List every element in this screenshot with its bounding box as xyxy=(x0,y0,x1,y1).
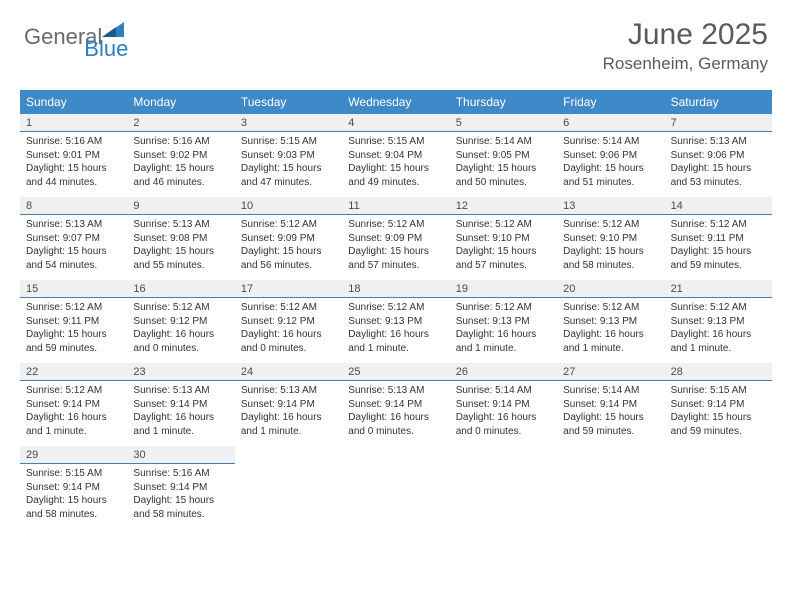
day-body: Sunrise: 5:12 AMSunset: 9:14 PMDaylight:… xyxy=(20,381,127,446)
day-body xyxy=(342,464,449,529)
day-body: Sunrise: 5:13 AMSunset: 9:06 PMDaylight:… xyxy=(665,132,772,197)
day-body: Sunrise: 5:12 AMSunset: 9:10 PMDaylight:… xyxy=(450,215,557,280)
calendar: SundayMondayTuesdayWednesdayThursdayFrid… xyxy=(20,90,772,529)
day-body: Sunrise: 5:12 AMSunset: 9:11 PMDaylight:… xyxy=(20,298,127,363)
day-body: Sunrise: 5:12 AMSunset: 9:12 PMDaylight:… xyxy=(235,298,342,363)
weekday-header: Saturday xyxy=(665,90,772,114)
day-number: 2 xyxy=(127,114,234,132)
day-number: 16 xyxy=(127,280,234,298)
day-number: 24 xyxy=(235,363,342,381)
day-body: Sunrise: 5:16 AMSunset: 9:01 PMDaylight:… xyxy=(20,132,127,197)
day-number: 28 xyxy=(665,363,772,381)
day-number: 21 xyxy=(665,280,772,298)
day-number: 19 xyxy=(450,280,557,298)
logo: General Blue xyxy=(24,18,150,50)
logo-text-blue: Blue xyxy=(84,36,128,62)
day-body xyxy=(557,464,664,529)
day-body: Sunrise: 5:15 AMSunset: 9:04 PMDaylight:… xyxy=(342,132,449,197)
weekday-header: Friday xyxy=(557,90,664,114)
day-number: 22 xyxy=(20,363,127,381)
weekday-header: Tuesday xyxy=(235,90,342,114)
day-body xyxy=(450,464,557,529)
day-body: Sunrise: 5:12 AMSunset: 9:13 PMDaylight:… xyxy=(665,298,772,363)
day-number xyxy=(450,446,557,464)
day-number: 4 xyxy=(342,114,449,132)
weekday-header: Sunday xyxy=(20,90,127,114)
day-number xyxy=(665,446,772,464)
week-body-row: Sunrise: 5:13 AMSunset: 9:07 PMDaylight:… xyxy=(20,215,772,280)
day-number: 20 xyxy=(557,280,664,298)
week-daynum-row: 22232425262728 xyxy=(20,363,772,381)
day-number: 17 xyxy=(235,280,342,298)
day-number: 9 xyxy=(127,197,234,215)
day-body: Sunrise: 5:12 AMSunset: 9:10 PMDaylight:… xyxy=(557,215,664,280)
day-body: Sunrise: 5:15 AMSunset: 9:14 PMDaylight:… xyxy=(20,464,127,529)
day-body: Sunrise: 5:13 AMSunset: 9:14 PMDaylight:… xyxy=(235,381,342,446)
day-body: Sunrise: 5:14 AMSunset: 9:05 PMDaylight:… xyxy=(450,132,557,197)
day-body xyxy=(665,464,772,529)
day-number: 13 xyxy=(557,197,664,215)
week-body-row: Sunrise: 5:12 AMSunset: 9:11 PMDaylight:… xyxy=(20,298,772,363)
week-body-row: Sunrise: 5:12 AMSunset: 9:14 PMDaylight:… xyxy=(20,381,772,446)
day-number: 27 xyxy=(557,363,664,381)
day-number: 3 xyxy=(235,114,342,132)
day-body: Sunrise: 5:13 AMSunset: 9:08 PMDaylight:… xyxy=(127,215,234,280)
weekday-header: Monday xyxy=(127,90,234,114)
day-body: Sunrise: 5:13 AMSunset: 9:14 PMDaylight:… xyxy=(342,381,449,446)
week-daynum-row: 891011121314 xyxy=(20,197,772,215)
location-label: Rosenheim, Germany xyxy=(603,54,768,74)
day-body: Sunrise: 5:16 AMSunset: 9:02 PMDaylight:… xyxy=(127,132,234,197)
day-body: Sunrise: 5:14 AMSunset: 9:06 PMDaylight:… xyxy=(557,132,664,197)
week-daynum-row: 15161718192021 xyxy=(20,280,772,298)
day-body: Sunrise: 5:13 AMSunset: 9:14 PMDaylight:… xyxy=(127,381,234,446)
day-number: 15 xyxy=(20,280,127,298)
day-number: 25 xyxy=(342,363,449,381)
calendar-body: 1234567Sunrise: 5:16 AMSunset: 9:01 PMDa… xyxy=(20,114,772,529)
day-number xyxy=(235,446,342,464)
day-body: Sunrise: 5:12 AMSunset: 9:13 PMDaylight:… xyxy=(342,298,449,363)
title-block: June 2025 Rosenheim, Germany xyxy=(603,18,768,74)
day-number: 12 xyxy=(450,197,557,215)
day-number: 6 xyxy=(557,114,664,132)
day-body: Sunrise: 5:15 AMSunset: 9:03 PMDaylight:… xyxy=(235,132,342,197)
day-body: Sunrise: 5:12 AMSunset: 9:11 PMDaylight:… xyxy=(665,215,772,280)
day-number: 11 xyxy=(342,197,449,215)
day-body: Sunrise: 5:13 AMSunset: 9:07 PMDaylight:… xyxy=(20,215,127,280)
day-body: Sunrise: 5:14 AMSunset: 9:14 PMDaylight:… xyxy=(557,381,664,446)
day-body: Sunrise: 5:14 AMSunset: 9:14 PMDaylight:… xyxy=(450,381,557,446)
day-body xyxy=(235,464,342,529)
weekday-header: Thursday xyxy=(450,90,557,114)
day-number: 26 xyxy=(450,363,557,381)
day-number: 30 xyxy=(127,446,234,464)
week-daynum-row: 1234567 xyxy=(20,114,772,132)
day-number xyxy=(342,446,449,464)
day-body: Sunrise: 5:12 AMSunset: 9:12 PMDaylight:… xyxy=(127,298,234,363)
day-body: Sunrise: 5:16 AMSunset: 9:14 PMDaylight:… xyxy=(127,464,234,529)
day-number: 5 xyxy=(450,114,557,132)
day-number: 18 xyxy=(342,280,449,298)
day-body: Sunrise: 5:12 AMSunset: 9:13 PMDaylight:… xyxy=(557,298,664,363)
week-body-row: Sunrise: 5:15 AMSunset: 9:14 PMDaylight:… xyxy=(20,464,772,529)
day-number: 14 xyxy=(665,197,772,215)
day-body: Sunrise: 5:12 AMSunset: 9:09 PMDaylight:… xyxy=(235,215,342,280)
day-number: 1 xyxy=(20,114,127,132)
day-number: 23 xyxy=(127,363,234,381)
day-body: Sunrise: 5:12 AMSunset: 9:09 PMDaylight:… xyxy=(342,215,449,280)
day-number: 29 xyxy=(20,446,127,464)
day-number: 10 xyxy=(235,197,342,215)
day-number: 7 xyxy=(665,114,772,132)
day-body: Sunrise: 5:15 AMSunset: 9:14 PMDaylight:… xyxy=(665,381,772,446)
week-body-row: Sunrise: 5:16 AMSunset: 9:01 PMDaylight:… xyxy=(20,132,772,197)
page-title: June 2025 xyxy=(603,18,768,52)
week-daynum-row: 2930 xyxy=(20,446,772,464)
day-number: 8 xyxy=(20,197,127,215)
weekday-header: Wednesday xyxy=(342,90,449,114)
day-body: Sunrise: 5:12 AMSunset: 9:13 PMDaylight:… xyxy=(450,298,557,363)
day-number xyxy=(557,446,664,464)
weekday-header-row: SundayMondayTuesdayWednesdayThursdayFrid… xyxy=(20,90,772,114)
